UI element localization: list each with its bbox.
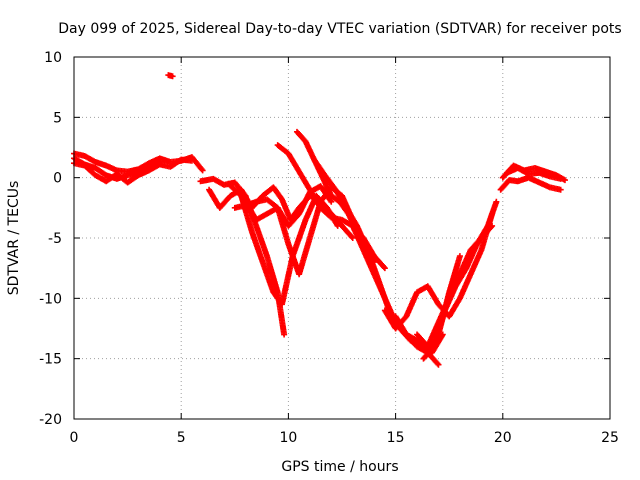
data-point bbox=[281, 331, 288, 338]
series-track-18 bbox=[497, 174, 564, 193]
chart-title: Day 099 of 2025, Sidereal Day-to-day VTE… bbox=[58, 21, 621, 37]
y-tick-label: -15 bbox=[39, 352, 62, 368]
data-point bbox=[435, 361, 442, 368]
y-tick-label: -20 bbox=[39, 412, 62, 428]
data-point bbox=[156, 158, 163, 165]
data-point bbox=[349, 235, 356, 241]
x-tick-label: 0 bbox=[70, 430, 79, 446]
series-track-20 bbox=[504, 165, 564, 182]
data-point bbox=[199, 167, 206, 174]
data-point bbox=[557, 175, 564, 182]
series-track-4 bbox=[165, 72, 176, 80]
data-point bbox=[456, 253, 463, 260]
data-point bbox=[557, 186, 564, 193]
x-tick-label: 15 bbox=[387, 430, 405, 446]
data-point bbox=[334, 222, 341, 229]
data-point bbox=[561, 177, 568, 184]
series-track-14 bbox=[381, 210, 496, 332]
x-tick-label: 5 bbox=[177, 430, 186, 446]
y-tick-label: 5 bbox=[53, 110, 62, 126]
data-point bbox=[488, 224, 495, 231]
series-layer bbox=[71, 72, 568, 368]
x-tick-label: 20 bbox=[494, 430, 512, 446]
data-point bbox=[169, 73, 176, 80]
y-tick-label: 10 bbox=[44, 50, 62, 66]
data-point bbox=[434, 360, 441, 367]
x-tick-label: 25 bbox=[601, 430, 619, 446]
y-tick-label: -5 bbox=[48, 231, 62, 247]
data-point bbox=[380, 264, 387, 271]
data-point bbox=[188, 157, 195, 164]
data-point bbox=[348, 233, 355, 240]
data-point bbox=[328, 198, 335, 205]
y-tick-label: -10 bbox=[39, 291, 62, 307]
x-tick-label: 10 bbox=[279, 430, 297, 446]
data-point bbox=[493, 198, 500, 205]
data-point bbox=[489, 222, 496, 229]
data-point bbox=[381, 265, 388, 272]
tick-marks bbox=[73, 56, 611, 420]
tick-labels: 0 5 10 15 20 25 -20 -15 -10 -5 0 5 10 bbox=[39, 50, 619, 446]
series-track-17 bbox=[414, 222, 496, 350]
y-axis-label: SDTVAR / TECUs bbox=[6, 181, 22, 296]
x-axis-label: GPS time / hours bbox=[281, 459, 398, 475]
y-tick-label: 0 bbox=[53, 171, 62, 187]
